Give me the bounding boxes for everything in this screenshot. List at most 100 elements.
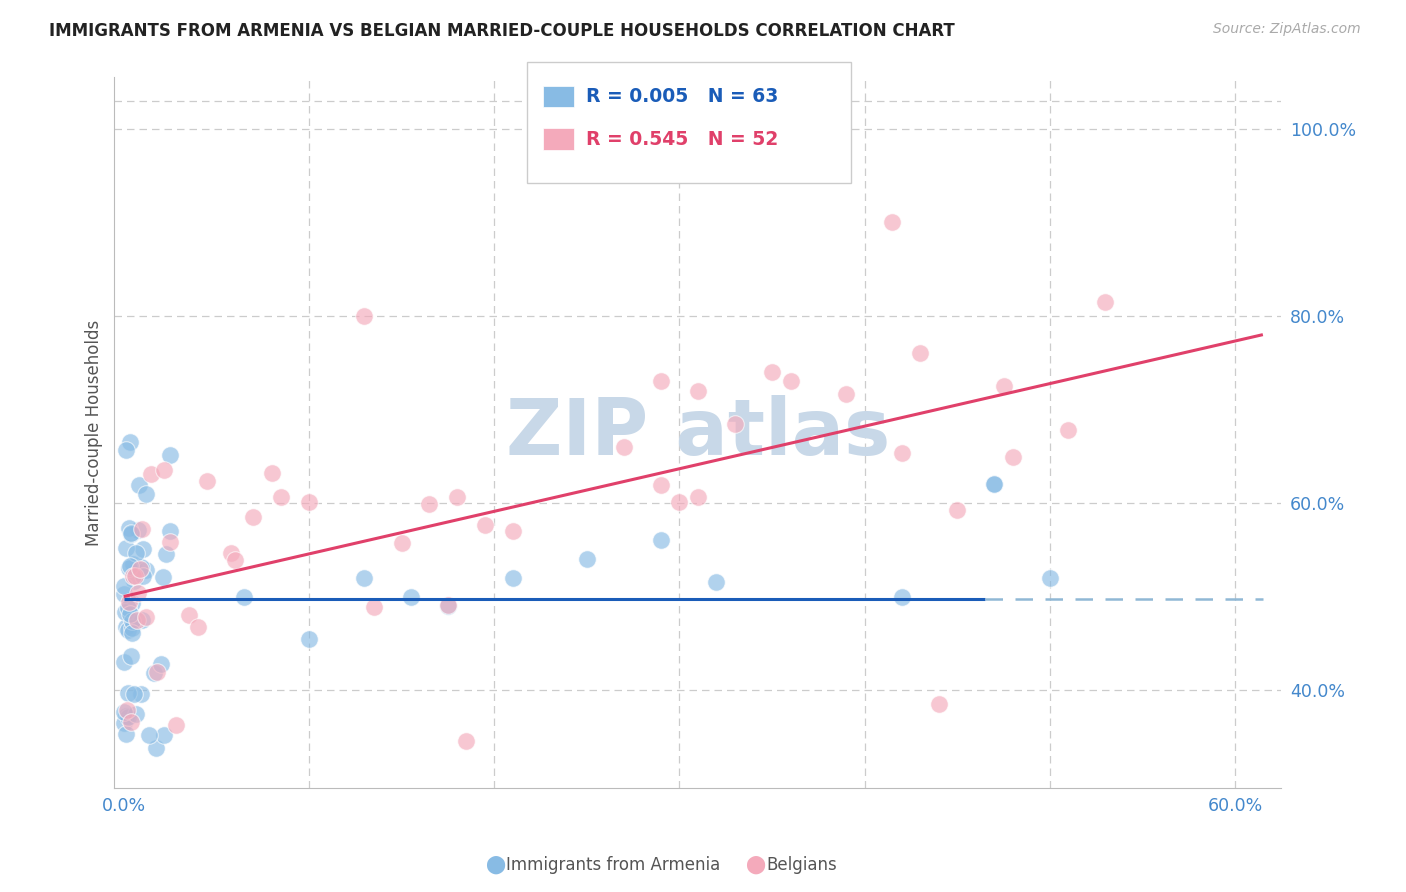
- Point: [779, 375, 801, 389]
- Point: [121, 626, 143, 640]
- Point: [125, 546, 148, 560]
- Point: [118, 595, 141, 609]
- Text: R = 0.005   N = 63: R = 0.005 N = 63: [586, 87, 779, 106]
- Text: R = 0.545   N = 52: R = 0.545 N = 52: [586, 129, 779, 149]
- Point: [890, 590, 912, 604]
- Text: IMMIGRANTS FROM ARMENIA VS BELGIAN MARRIED-COUPLE HOUSEHOLDS CORRELATION CHART: IMMIGRANTS FROM ARMENIA VS BELGIAN MARRI…: [49, 22, 955, 40]
- Point: [131, 541, 153, 556]
- Point: [399, 590, 422, 604]
- Point: [120, 434, 142, 449]
- Point: [122, 558, 145, 572]
- Point: [135, 563, 157, 577]
- Point: [993, 379, 1015, 393]
- Point: [159, 448, 181, 462]
- Point: [117, 601, 139, 615]
- Point: [146, 665, 169, 679]
- Point: [129, 687, 152, 701]
- Point: [260, 466, 283, 480]
- Point: [131, 522, 153, 536]
- Point: [135, 609, 157, 624]
- Point: [115, 709, 138, 723]
- Point: [650, 533, 672, 548]
- Point: [142, 666, 165, 681]
- Point: [363, 600, 385, 615]
- Point: [650, 477, 672, 491]
- Point: [437, 599, 460, 613]
- Point: [418, 497, 440, 511]
- Point: [112, 579, 135, 593]
- Point: [613, 441, 636, 455]
- Point: [118, 561, 141, 575]
- Point: [928, 697, 950, 711]
- Point: [219, 546, 242, 560]
- Point: [474, 517, 496, 532]
- Text: ⬤: ⬤: [745, 856, 765, 874]
- Point: [152, 569, 174, 583]
- Point: [121, 621, 143, 635]
- Point: [446, 490, 468, 504]
- Point: [298, 495, 321, 509]
- Point: [233, 590, 256, 604]
- Point: [882, 215, 904, 229]
- Point: [270, 490, 292, 504]
- Point: [724, 417, 747, 432]
- Text: ⬤: ⬤: [485, 856, 505, 874]
- Point: [165, 718, 187, 732]
- Point: [117, 702, 139, 716]
- Point: [1057, 423, 1080, 437]
- Point: [391, 536, 413, 550]
- Point: [177, 607, 200, 622]
- Point: [115, 620, 138, 634]
- Point: [650, 375, 672, 389]
- Point: [112, 706, 135, 720]
- Point: [118, 607, 141, 621]
- Point: [117, 686, 139, 700]
- Text: ZIP atlas: ZIP atlas: [506, 395, 890, 471]
- Point: [159, 524, 181, 538]
- Point: [120, 526, 142, 541]
- Point: [1001, 450, 1024, 465]
- Point: [437, 599, 460, 613]
- Point: [125, 613, 148, 627]
- Point: [242, 509, 264, 524]
- Point: [131, 569, 153, 583]
- Point: [1039, 571, 1062, 585]
- Point: [138, 728, 160, 742]
- Point: [155, 547, 177, 561]
- Point: [195, 474, 218, 488]
- Point: [141, 467, 163, 481]
- Point: [761, 365, 783, 379]
- Point: [114, 541, 136, 555]
- Point: [128, 586, 150, 600]
- Point: [120, 649, 142, 664]
- Point: [117, 709, 139, 723]
- Point: [120, 558, 142, 573]
- Point: [112, 716, 135, 731]
- Point: [706, 575, 728, 590]
- Point: [908, 346, 931, 360]
- Text: Immigrants from Armenia: Immigrants from Armenia: [506, 856, 720, 874]
- Point: [946, 503, 969, 517]
- Point: [112, 587, 135, 601]
- Point: [983, 477, 1005, 491]
- Point: [121, 614, 143, 628]
- Point: [118, 521, 141, 535]
- Y-axis label: Married-couple Households: Married-couple Households: [86, 319, 103, 546]
- Point: [224, 553, 246, 567]
- Text: Belgians: Belgians: [766, 856, 837, 874]
- Point: [120, 714, 142, 729]
- Point: [150, 657, 173, 672]
- Point: [121, 596, 143, 610]
- Point: [353, 571, 375, 585]
- Point: [122, 687, 145, 701]
- Point: [120, 526, 142, 541]
- Point: [129, 560, 152, 574]
- Point: [890, 446, 912, 460]
- Point: [575, 552, 598, 566]
- Point: [835, 387, 858, 401]
- Point: [668, 495, 690, 509]
- Point: [159, 534, 181, 549]
- Point: [1094, 295, 1116, 310]
- Point: [145, 741, 167, 756]
- Point: [114, 606, 136, 620]
